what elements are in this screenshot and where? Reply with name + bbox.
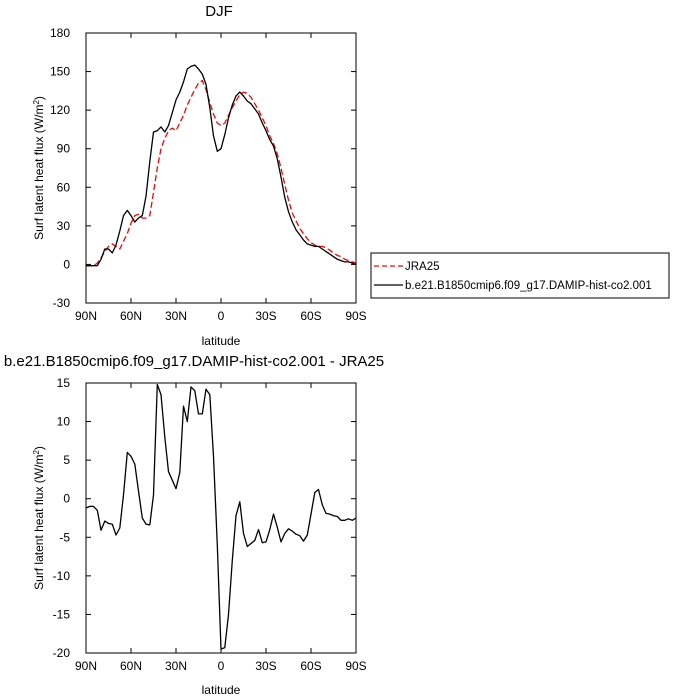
chart-title: DJF — [205, 3, 233, 20]
bottom-plot-frame — [85, 382, 357, 654]
bottom-panel: b.e21.B1850cmip6.f09_g17.DAMIP-hist-co2.… — [4, 353, 384, 697]
top-x-axis-label: latitude — [202, 334, 241, 348]
top-series-lines — [86, 64, 357, 267]
x-tick-label: 30N — [165, 659, 187, 673]
x-tick-label: 60S — [300, 659, 321, 673]
legend-box — [370, 252, 670, 299]
y-tick-label: 90 — [57, 142, 71, 156]
y-tick-label: 150 — [50, 65, 70, 79]
legend-label-jra25: JRA25 — [405, 261, 440, 273]
series-line-jra25 — [86, 79, 357, 267]
top-plot-frame — [85, 32, 357, 304]
y-tick-label: 60 — [57, 180, 71, 194]
x-tick-label: 60S — [300, 309, 321, 323]
y-tick-label: 120 — [50, 103, 70, 117]
y-tick-label: -20 — [53, 646, 71, 660]
diff-chart-title: b.e21.B1850cmip6.f09_g17.DAMIP-hist-co2.… — [4, 353, 384, 370]
x-tick-label: 30S — [255, 309, 276, 323]
y-tick-label: 0 — [63, 257, 70, 271]
x-tick-label: 90S — [345, 309, 366, 323]
x-tick-label: 30N — [165, 309, 187, 323]
x-tick-label: 0 — [218, 309, 225, 323]
x-tick-label: 60N — [120, 659, 142, 673]
y-tick-label: 0 — [63, 492, 70, 506]
x-tick-label: 90S — [345, 659, 366, 673]
y-tick-label: 10 — [57, 415, 71, 429]
bottom-axis-ticks: 90N 60N 30N 0 30S 60S 90S -20 -15 -10 -5 0 5 10 15 — [53, 376, 367, 673]
y-tick-label: 180 — [50, 26, 70, 40]
series-line-difference — [85, 383, 357, 650]
top-panel: DJF 90N 60N 30N 0 30S 60S 90S -30 0 30 60 90 120 150 1… — [32, 3, 367, 348]
y-tick-label: -15 — [53, 607, 71, 621]
bottom-series-lines — [85, 383, 357, 650]
y-tick-label: 30 — [57, 219, 71, 233]
x-tick-label: 90N — [75, 659, 97, 673]
top-axis-ticks: 90N 60N 30N 0 30S 60S 90S -30 0 30 60 90 120 150 180 — [50, 26, 367, 323]
series-line-b-e21-b1850cmip6-f09-g17-damip-hist-co2-001 — [86, 64, 357, 267]
legend: JRA25 b.e21.B1850cmip6.f09_g17.DAMIP-his… — [370, 252, 670, 299]
top-y-axis-label: Surf latent heat flux (W/m2) — [32, 96, 47, 240]
y-tick-label: -10 — [53, 569, 71, 583]
y-tick-label: -30 — [53, 296, 71, 310]
y-tick-label: 15 — [57, 376, 71, 390]
x-tick-label: 30S — [255, 659, 276, 673]
bottom-x-axis-label: latitude — [202, 683, 241, 697]
bottom-y-axis-label: Surf latent heat flux (W/m2) — [32, 446, 47, 590]
x-tick-label: 60N — [120, 309, 142, 323]
legend-label-model: b.e21.B1850cmip6.f09_g17.DAMIP-hist-co2.… — [405, 280, 652, 292]
y-tick-label: -5 — [59, 530, 70, 544]
y-tick-label: 5 — [63, 453, 70, 467]
x-tick-label: 0 — [218, 659, 225, 673]
x-tick-label: 90N — [75, 309, 97, 323]
